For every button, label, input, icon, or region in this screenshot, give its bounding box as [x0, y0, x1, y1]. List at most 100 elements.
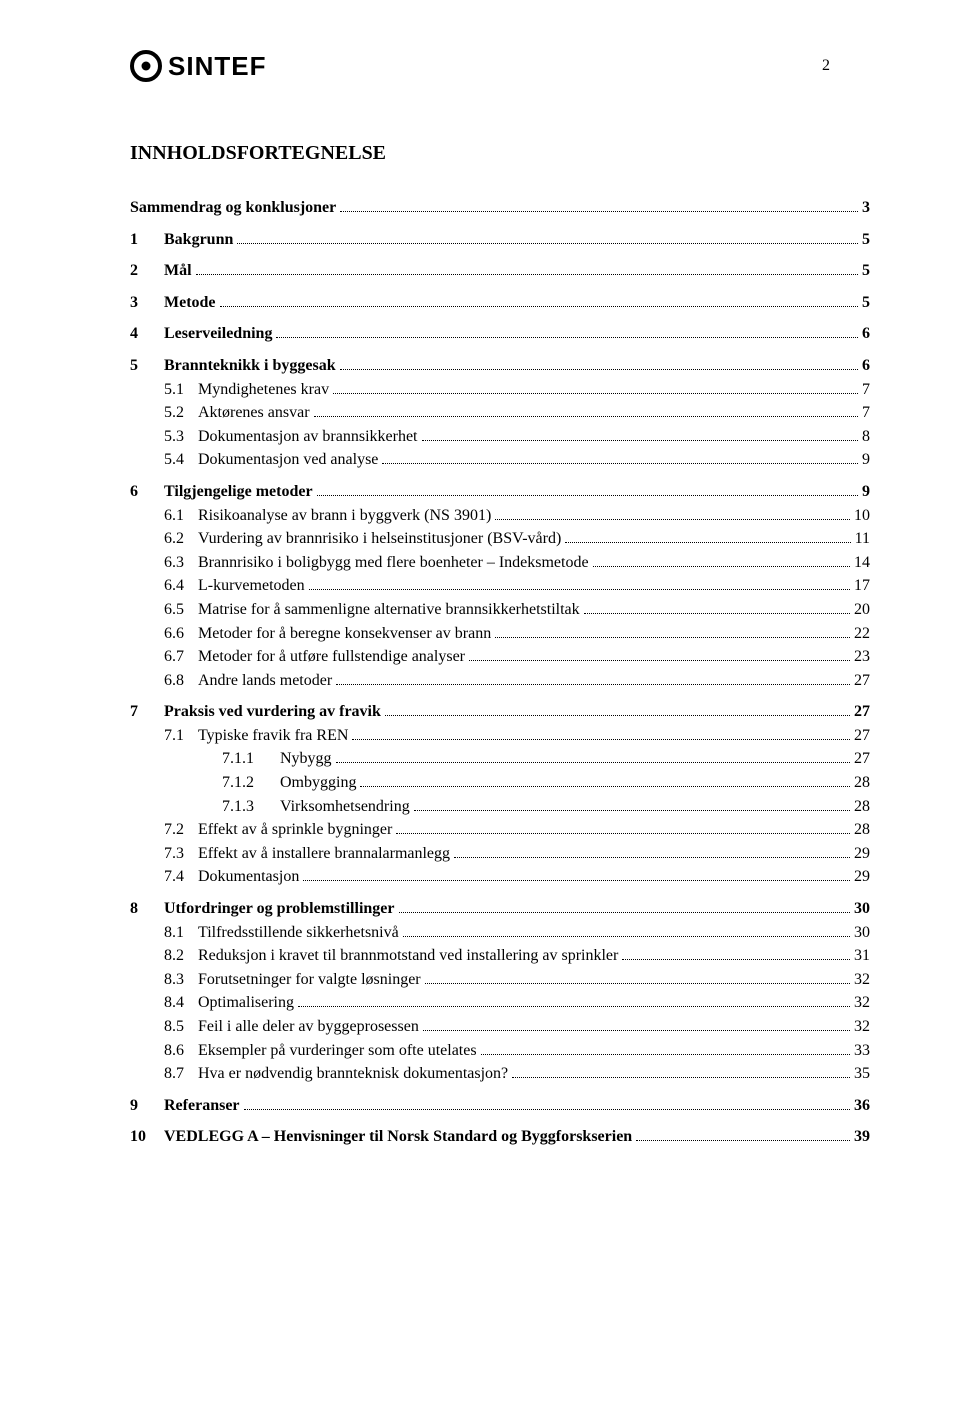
- document-title: INNHOLDSFORTEGNELSE: [130, 142, 870, 165]
- toc-entry: 2Mål5: [130, 260, 870, 282]
- toc-entry-page: 29: [854, 843, 870, 865]
- toc-entry: 5.4Dokumentasjon ved analyse 9: [130, 449, 870, 471]
- toc-entry-number: 5.1: [164, 379, 198, 401]
- toc-entry: Sammendrag og konklusjoner 3: [130, 197, 870, 219]
- toc-entry: 9Referanser36: [130, 1095, 870, 1117]
- toc-leader-dots: [399, 912, 851, 913]
- toc-entry-text: Tilfredsstillende sikkerhetsnivå: [198, 924, 399, 941]
- toc-entry-page: 14: [854, 552, 870, 574]
- toc-entry-text: L-kurvemetoden: [198, 577, 305, 594]
- toc-entry-page: 27: [854, 748, 870, 770]
- toc-entry-label: 7.1Typiske fravik fra REN: [164, 725, 348, 747]
- toc-entry-text: Referanser: [164, 1097, 240, 1114]
- toc-entry-label: Sammendrag og konklusjoner: [130, 197, 336, 219]
- toc-leader-dots: [423, 1030, 850, 1031]
- toc-entry-number: 4: [130, 323, 164, 345]
- toc-entry: 8.7Hva er nødvendig brannteknisk dokumen…: [130, 1063, 870, 1085]
- toc-entry-label: 1Bakgrunn: [130, 229, 233, 251]
- toc-entry-label: 7.1.1Nybygg: [222, 748, 332, 770]
- toc-entry-text: Reduksjon i kravet til brannmotstand ved…: [198, 947, 618, 964]
- toc-entry-number: 6.6: [164, 623, 198, 645]
- toc-leader-dots: [276, 337, 858, 338]
- toc-leader-dots: [593, 566, 850, 567]
- toc-leader-dots: [636, 1140, 850, 1141]
- toc-entry-label: 8.5Feil i alle deler av byggeprosessen: [164, 1016, 419, 1038]
- toc-entry-page: 17: [854, 575, 870, 597]
- toc-entry-number: 7.3: [164, 843, 198, 865]
- toc-entry-text: Typiske fravik fra REN: [198, 727, 348, 744]
- toc-entry-label: 7.3Effekt av å installere brannalarmanle…: [164, 843, 450, 865]
- toc-entry-text: Andre lands metoder: [198, 672, 332, 689]
- toc-entry-page: 5: [862, 292, 870, 314]
- toc-entry: 5Brannteknikk i byggesak6: [130, 355, 870, 377]
- toc-entry: 8.5Feil i alle deler av byggeprosessen 32: [130, 1016, 870, 1038]
- toc-entry-text: Nybygg: [280, 750, 332, 767]
- toc-entry: 10VEDLEGG A – Henvisninger til Norsk Sta…: [130, 1126, 870, 1148]
- toc-leader-dots: [403, 936, 850, 937]
- toc-entry: 7.1.1Nybygg 27: [130, 748, 870, 770]
- toc-entry-page: 27: [854, 725, 870, 747]
- toc-entry-number: 6.3: [164, 552, 198, 574]
- toc-entry-number: 5: [130, 355, 164, 377]
- toc-entry-text: Eksempler på vurderinger som ofte utelat…: [198, 1042, 477, 1059]
- toc-entry-page: 29: [854, 866, 870, 888]
- table-of-contents: Sammendrag og konklusjoner31Bakgrunn52Må…: [130, 197, 870, 1148]
- toc-leader-dots: [309, 589, 850, 590]
- toc-entry-number: 8.7: [164, 1063, 198, 1085]
- toc-entry-number: 6.2: [164, 528, 198, 550]
- toc-leader-dots: [385, 715, 850, 716]
- toc-entry-number: 5.4: [164, 449, 198, 471]
- sintef-logo: SINTEF: [130, 50, 266, 82]
- toc-entry-number: 6.4: [164, 575, 198, 597]
- toc-leader-dots: [317, 495, 858, 496]
- sintef-logo-mark: [130, 50, 162, 82]
- toc-leader-dots: [512, 1077, 850, 1078]
- toc-leader-dots: [340, 369, 858, 370]
- toc-entry-page: 32: [854, 969, 870, 991]
- toc-entry-number: 8: [130, 898, 164, 920]
- toc-entry-text: Brannrisiko i boligbygg med flere boenhe…: [198, 554, 589, 571]
- page-number: 2: [822, 57, 830, 75]
- toc-entry: 1Bakgrunn 5: [130, 229, 870, 251]
- toc-entry-label: 7.1.3Virksomhetsendring: [222, 796, 410, 818]
- toc-entry-page: 22: [854, 623, 870, 645]
- toc-entry-page: 32: [854, 1016, 870, 1038]
- toc-entry-text: Hva er nødvendig brannteknisk dokumentas…: [198, 1065, 508, 1082]
- toc-entry-text: Effekt av å sprinkle bygninger: [198, 821, 392, 838]
- toc-entry-number: 8.4: [164, 992, 198, 1014]
- toc-entry-number: 7.1.1: [222, 748, 280, 770]
- toc-entry-number: 1: [130, 229, 164, 251]
- toc-entry-page: 6: [862, 323, 870, 345]
- toc-entry: 6.1Risikoanalyse av brann i byggverk (NS…: [130, 505, 870, 527]
- toc-entry-label: 8.1Tilfredsstillende sikkerhetsnivå: [164, 922, 399, 944]
- toc-entry-number: 6.7: [164, 646, 198, 668]
- toc-entry-text: Effekt av å installere brannalarmanlegg: [198, 845, 450, 862]
- toc-leader-dots: [414, 810, 850, 811]
- toc-entry-number: 7: [130, 701, 164, 723]
- toc-entry-label: 5.4Dokumentasjon ved analyse: [164, 449, 378, 471]
- toc-entry-page: 30: [854, 898, 870, 920]
- toc-entry-text: Dokumentasjon av brannsikkerhet: [198, 428, 418, 445]
- toc-leader-dots: [495, 637, 850, 638]
- toc-entry-label: 5Brannteknikk i byggesak: [130, 355, 336, 377]
- toc-entry-text: Virksomhetsendring: [280, 798, 410, 815]
- toc-entry-page: 9: [862, 449, 870, 471]
- toc-entry: 7.1.2Ombygging28: [130, 772, 870, 794]
- toc-entry-text: Bakgrunn: [164, 231, 233, 248]
- toc-entry-number: 6.8: [164, 670, 198, 692]
- toc-entry-page: 3: [862, 197, 870, 219]
- toc-entry-page: 31: [854, 945, 870, 967]
- toc-entry-text: Utfordringer og problemstillinger: [164, 900, 395, 917]
- toc-entry-text: VEDLEGG A – Henvisninger til Norsk Stand…: [164, 1128, 632, 1145]
- toc-entry-text: Matrise for å sammenligne alternative br…: [198, 601, 580, 618]
- toc-entry-label: 6Tilgjengelige metoder: [130, 481, 313, 503]
- toc-entry: 8.4Optimalisering32: [130, 992, 870, 1014]
- toc-entry-page: 5: [862, 229, 870, 251]
- toc-entry: 8.1Tilfredsstillende sikkerhetsnivå30: [130, 922, 870, 944]
- toc-entry: 7Praksis ved vurdering av fravik27: [130, 701, 870, 723]
- toc-entry-text: Feil i alle deler av byggeprosessen: [198, 1018, 419, 1035]
- toc-entry-label: 7.1.2Ombygging: [222, 772, 356, 794]
- toc-leader-dots: [237, 243, 858, 244]
- toc-entry-label: 8.4Optimalisering: [164, 992, 294, 1014]
- toc-entry-number: 7.1.3: [222, 796, 280, 818]
